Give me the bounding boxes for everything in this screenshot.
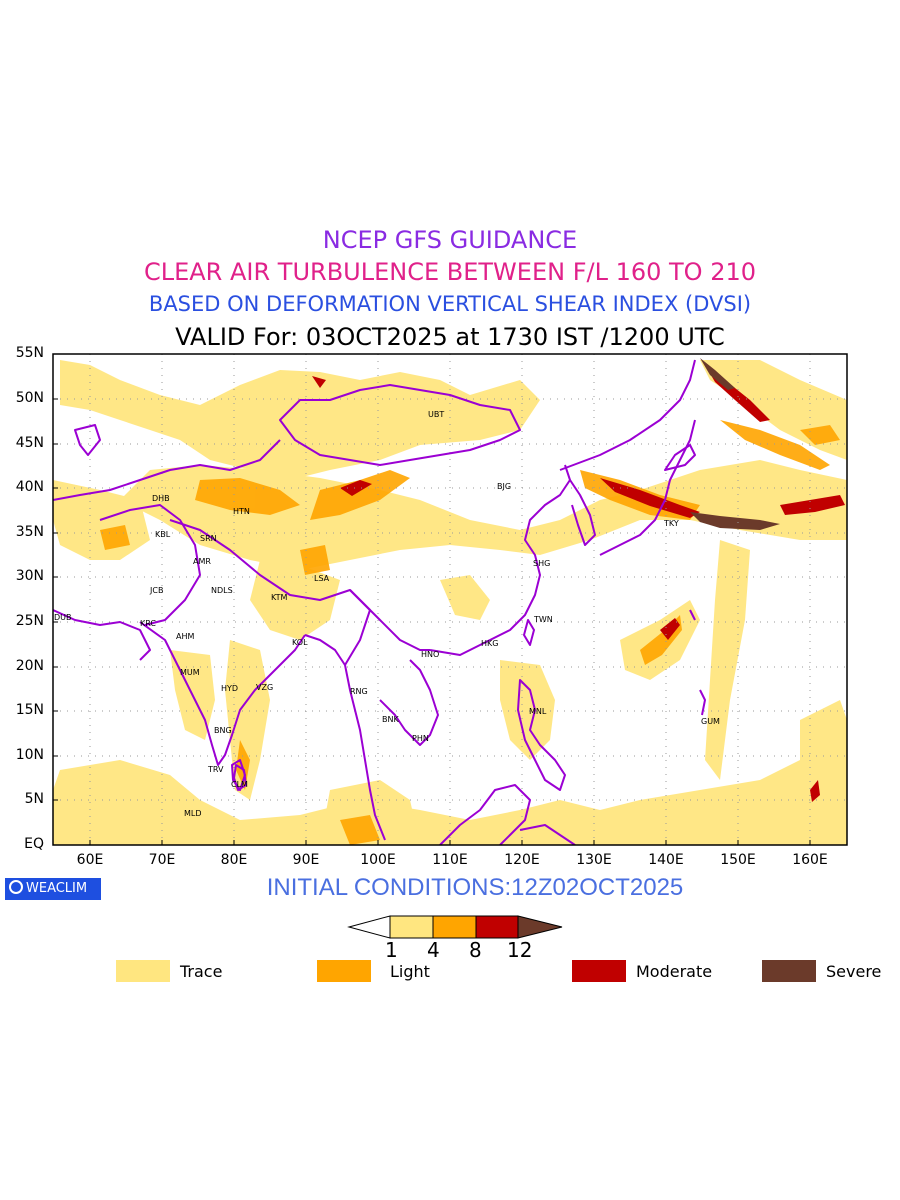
- initial-conditions: INITIAL CONDITIONS:12Z02OCT2025: [266, 874, 684, 901]
- city-label: AMR: [193, 557, 211, 566]
- lat-label: 45N: [15, 435, 44, 451]
- colorbar-light: [432, 915, 477, 939]
- lon-label: 70E: [148, 852, 176, 868]
- colorbar: [347, 915, 563, 939]
- city-label: SHG: [533, 559, 551, 568]
- city-label: DUB: [54, 613, 72, 622]
- city-label: HNO: [421, 650, 440, 659]
- colorbar-tick: 12: [507, 938, 533, 962]
- lat-label: 10N: [15, 747, 44, 763]
- legend-swatch-trace: [116, 960, 170, 982]
- city-label: UBT: [428, 410, 445, 419]
- axis-ticks: [53, 398, 811, 845]
- title-line-1: NCEP GFS GUIDANCE: [322, 226, 578, 254]
- weaclim-logo: WEACLIM: [5, 878, 101, 900]
- legend-label-moderate: Moderate: [636, 962, 713, 981]
- city-label: NDLS: [211, 586, 233, 595]
- colorbar-trace: [389, 915, 434, 939]
- lon-label: 80E: [220, 852, 248, 868]
- lon-label: 160E: [792, 852, 828, 868]
- city-label: PHN: [412, 734, 429, 743]
- country-borders: [53, 359, 706, 845]
- colorbar-tick: 1: [385, 938, 398, 962]
- city-label: RNG: [350, 687, 368, 696]
- colorbar-severe-arrow: [517, 915, 563, 939]
- lat-label: 40N: [15, 479, 44, 495]
- city-label: VZG: [256, 683, 274, 692]
- title-line-2: CLEAR AIR TURBULENCE BETWEEN F/L 160 TO …: [143, 258, 757, 286]
- city-label: MLD: [184, 809, 202, 818]
- city-label: DHB: [152, 494, 170, 503]
- lon-label: 90E: [292, 852, 320, 868]
- city-label: HKG: [481, 639, 499, 648]
- lon-label: 150E: [720, 852, 756, 868]
- lat-label: 5N: [24, 791, 44, 807]
- lat-label: 55N: [15, 345, 44, 361]
- valid-time: VALID For: 03OCT2025 at 1730 IST /1200 U…: [175, 323, 725, 351]
- city-label: AHM: [176, 632, 195, 641]
- lat-label: 35N: [15, 524, 44, 540]
- city-label: HTN: [233, 507, 250, 516]
- lon-label: 110E: [432, 852, 468, 868]
- city-label: BNG: [214, 726, 232, 735]
- city-label: JCB: [150, 586, 164, 595]
- city-label: TWN: [534, 615, 553, 624]
- city-label: KOL: [292, 638, 308, 647]
- lat-label: 25N: [15, 613, 44, 629]
- lon-label: 100E: [360, 852, 396, 868]
- city-label: MUM: [180, 668, 200, 677]
- lat-label: 20N: [15, 658, 44, 674]
- gridlines: [53, 354, 847, 845]
- legend-swatch-moderate: [572, 960, 626, 982]
- city-label: KRC: [140, 619, 156, 628]
- city-label: MNL: [529, 707, 547, 716]
- title-line-3: BASED ON DEFORMATION VERTICAL SHEAR INDE…: [148, 292, 752, 316]
- legend-label-trace: Trace: [180, 962, 223, 981]
- colorbar-moderate: [475, 915, 519, 939]
- city-label: KBL: [155, 530, 171, 539]
- legend-label-severe: Severe: [826, 962, 882, 981]
- city-label: BNK: [382, 715, 399, 724]
- severe-areas: [690, 358, 780, 530]
- logo-text: WEACLIM: [26, 881, 88, 896]
- city-label: CLM: [231, 780, 248, 789]
- lon-label: 140E: [648, 852, 684, 868]
- lat-label: 30N: [15, 568, 44, 584]
- city-label: HYD: [221, 684, 239, 693]
- city-label: BJG: [497, 482, 512, 491]
- lon-label: 120E: [504, 852, 540, 868]
- logo-circle-icon: [9, 880, 23, 894]
- lat-label: 15N: [15, 702, 44, 718]
- lat-label: EQ: [24, 836, 44, 852]
- legend-label-light: Light: [390, 962, 430, 981]
- city-label: TKY: [664, 519, 679, 528]
- city-label: SRN: [200, 534, 217, 543]
- city-label: TRV: [208, 765, 224, 774]
- lon-label: 130E: [576, 852, 612, 868]
- city-label: GUM: [701, 717, 720, 726]
- legend-swatch-severe: [762, 960, 816, 982]
- legend-swatch-light: [317, 960, 371, 982]
- colorbar-tick: 4: [427, 938, 440, 962]
- city-label: KTM: [271, 593, 288, 602]
- lon-label: 60E: [76, 852, 104, 868]
- colorbar-low-arrow: [347, 915, 391, 939]
- colorbar-tick: 8: [469, 938, 482, 962]
- lat-label: 50N: [15, 390, 44, 406]
- city-label: LSA: [314, 574, 330, 583]
